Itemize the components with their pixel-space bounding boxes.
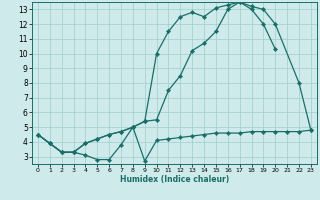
X-axis label: Humidex (Indice chaleur): Humidex (Indice chaleur) — [120, 175, 229, 184]
